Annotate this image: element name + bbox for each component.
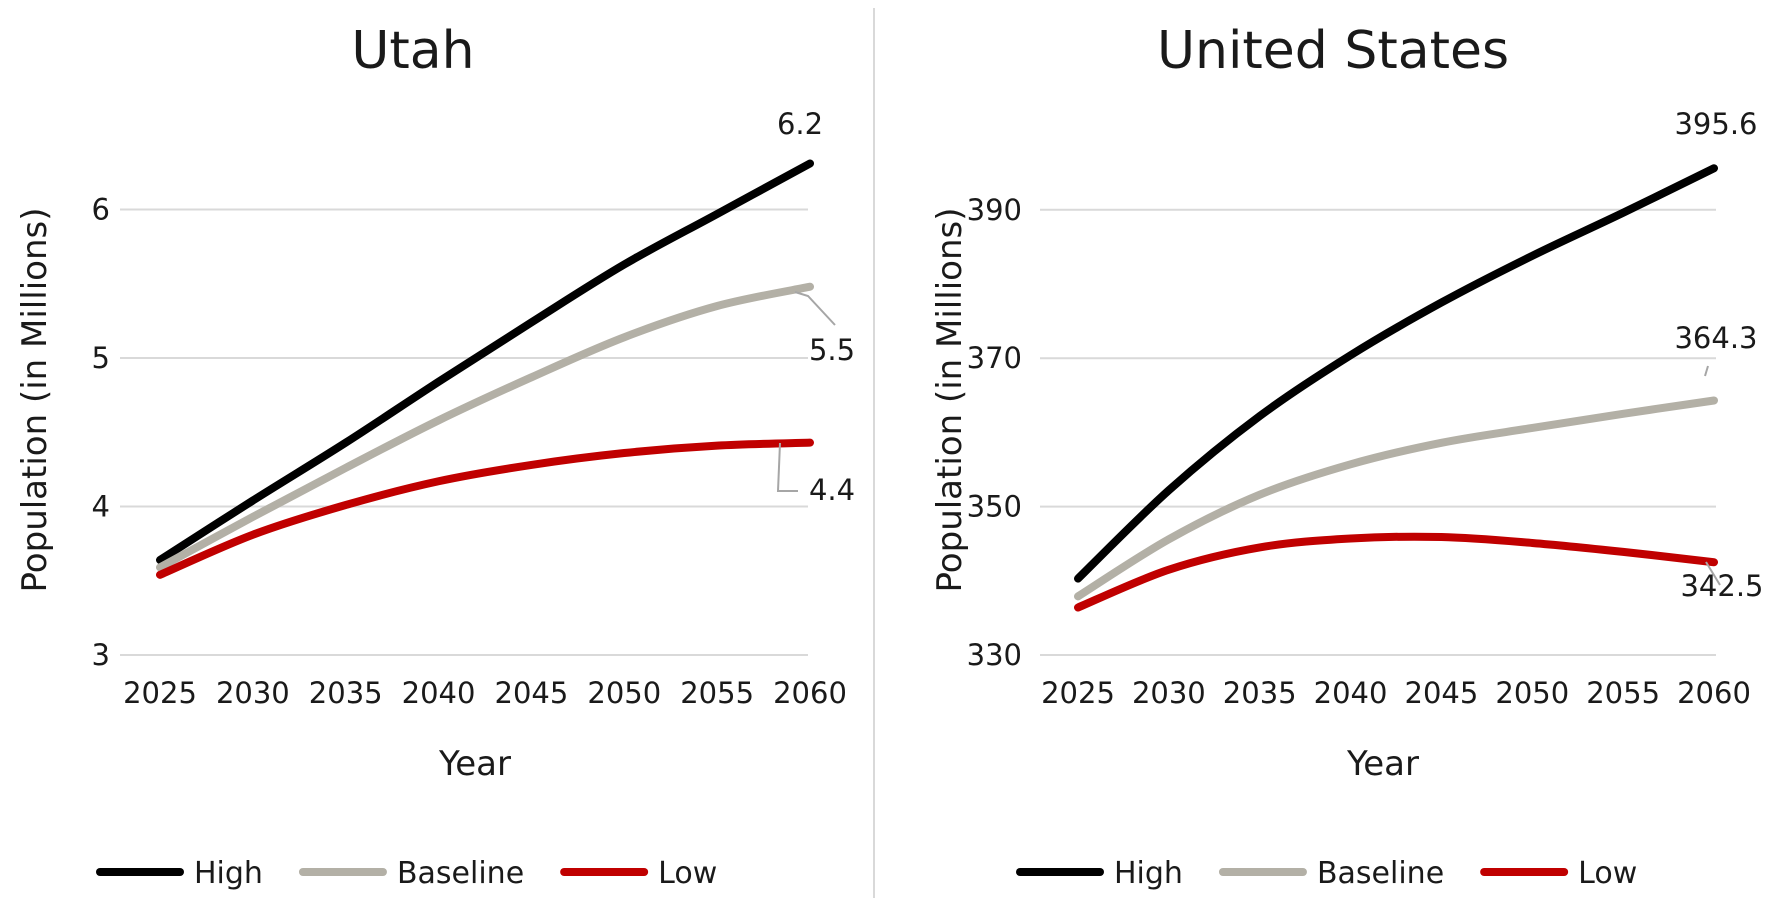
x-tick-label: 2050 bbox=[587, 676, 661, 710]
x-tick-label: 2025 bbox=[1041, 676, 1115, 710]
chart-panel-utah: Utah Population (in Millions) Year 3 4 5 6 2… bbox=[15, 21, 855, 891]
label-leader-line bbox=[794, 291, 836, 326]
y-tick-label: 4 bbox=[92, 490, 110, 524]
series-line-low bbox=[1074, 532, 1718, 612]
legend-label-baseline: Baseline bbox=[397, 856, 524, 891]
legend-label-baseline: Baseline bbox=[1317, 856, 1444, 891]
y-tick-label: 5 bbox=[92, 341, 110, 375]
chart-title: United States bbox=[1157, 21, 1509, 81]
x-tick-label: 2060 bbox=[1677, 676, 1751, 710]
y-axis-label: Population (in Millions) bbox=[930, 208, 970, 593]
x-tick-label: 2055 bbox=[1586, 676, 1660, 710]
series-line-baseline bbox=[1074, 396, 1718, 601]
label-leader-line bbox=[776, 442, 798, 492]
data-label-low: 4.4 bbox=[809, 473, 855, 507]
y-tick-label: 330 bbox=[967, 638, 1022, 672]
y-axis-label: Population (in Millions) bbox=[15, 208, 55, 593]
x-tick-label: 2060 bbox=[773, 676, 847, 710]
legend-label-high: High bbox=[194, 856, 263, 891]
chart-title: Utah bbox=[351, 21, 474, 81]
legend: High Baseline Low bbox=[96, 856, 717, 891]
x-tick-label: 2045 bbox=[495, 676, 569, 710]
x-tick-label: 2040 bbox=[402, 676, 476, 710]
chart-panel-united-states: United States Population (in Millions) Y… bbox=[930, 21, 1764, 891]
label-leader-line bbox=[1705, 561, 1721, 586]
x-tick-label: 2055 bbox=[680, 676, 754, 710]
data-label-high: 395.6 bbox=[1674, 107, 1757, 141]
y-tick-label: 390 bbox=[967, 193, 1022, 227]
x-tick-label: 2025 bbox=[123, 676, 197, 710]
series-line-high bbox=[156, 159, 814, 564]
x-axis-label: Year bbox=[438, 744, 511, 784]
x-tick-label: 2030 bbox=[216, 676, 290, 710]
x-tick-label: 2050 bbox=[1495, 676, 1569, 710]
data-label-high: 6.2 bbox=[777, 107, 823, 141]
x-axis-label: Year bbox=[1346, 744, 1419, 784]
series-line-baseline bbox=[156, 282, 814, 572]
x-tick-label: 2040 bbox=[1314, 676, 1388, 710]
legend: High Baseline Low bbox=[1016, 856, 1637, 891]
label-leader-line bbox=[1704, 365, 1709, 377]
y-tick-label: 6 bbox=[92, 193, 110, 227]
y-tick-label: 370 bbox=[967, 341, 1022, 375]
series-line-low bbox=[156, 438, 814, 579]
series-line-high bbox=[1074, 164, 1718, 583]
y-tick-label: 350 bbox=[967, 490, 1022, 524]
legend-label-low: Low bbox=[658, 856, 717, 891]
data-label-baseline: 364.3 bbox=[1674, 321, 1757, 355]
data-label-baseline: 5.5 bbox=[809, 333, 855, 367]
x-tick-label: 2035 bbox=[309, 676, 383, 710]
x-tick-label: 2045 bbox=[1405, 676, 1479, 710]
y-tick-label: 3 bbox=[92, 638, 110, 672]
x-tick-label: 2035 bbox=[1223, 676, 1297, 710]
legend-label-high: High bbox=[1114, 856, 1183, 891]
x-tick-label: 2030 bbox=[1132, 676, 1206, 710]
legend-label-low: Low bbox=[1578, 856, 1637, 891]
data-label-low: 342.5 bbox=[1680, 569, 1763, 603]
